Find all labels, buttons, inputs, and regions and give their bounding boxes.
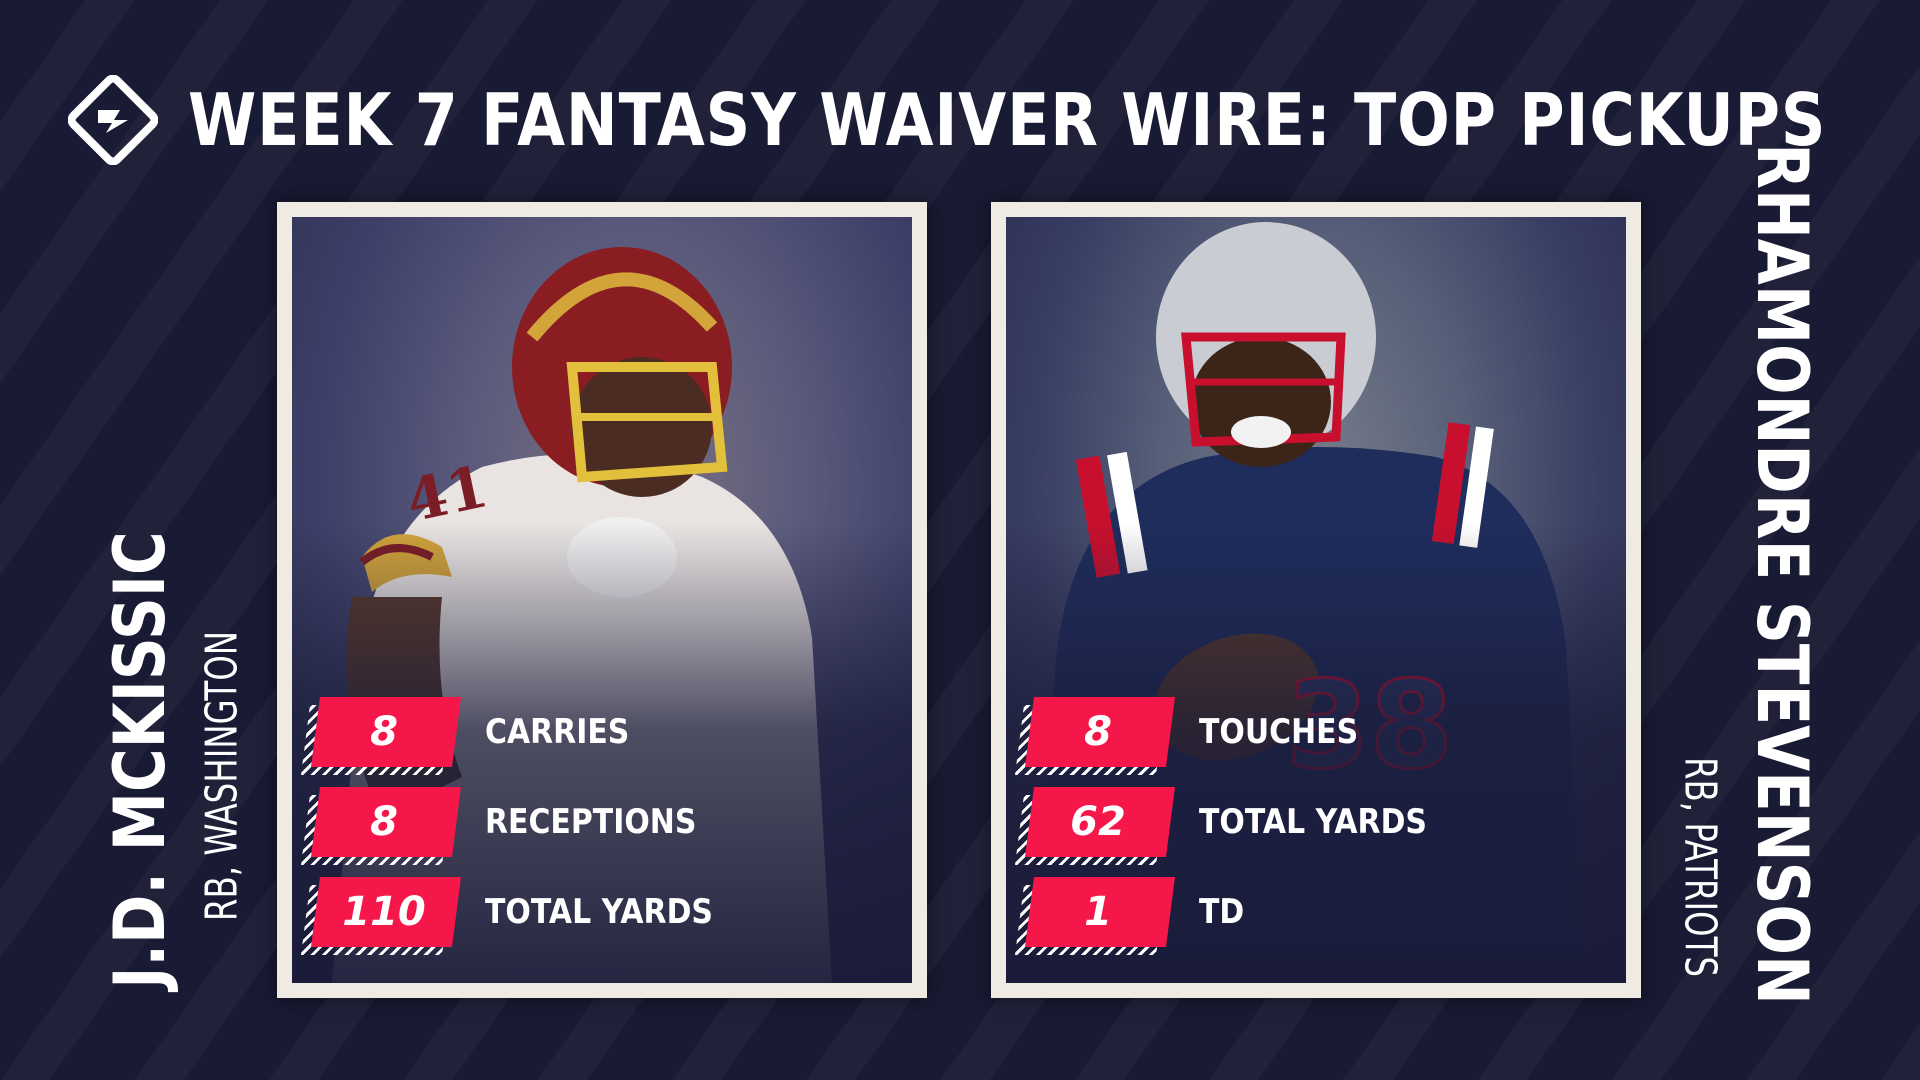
stat-label: TOTAL YARDS [1199,802,1427,842]
stat-row: 110 TOTAL YARDS [301,867,744,957]
player-position-right: RB, PATRIOTS [1674,756,1726,978]
header: WEEK 7 FANTASY WAIVER WIRE: TOP PICKUPS [67,70,1920,170]
stat-badge: 110 [301,877,461,955]
page-title: WEEK 7 FANTASY WAIVER WIRE: TOP PICKUPS [188,78,1827,162]
stat-value: 110 [342,889,426,935]
player-position-left: RB, WASHINGTON [196,630,248,922]
stat-row: 62 TOTAL YARDS [1015,777,1458,867]
player-card-mckissic: 41 8 CARRIES 8 RECEPTIONS 110 TOTAL YARD… [277,202,927,998]
stat-row: 8 RECEPTIONS [301,777,744,867]
svg-text:41: 41 [400,452,493,535]
player-name-left: J.D. MCKISSIC [99,531,181,989]
stat-badge: 1 [1015,877,1175,955]
stat-badge: 8 [1015,697,1175,775]
stat-badge: 62 [1015,787,1175,865]
player-photo-stevenson: 38 [1006,217,1626,983]
sporting-news-logo-icon [67,74,159,166]
stat-value: 8 [370,709,398,755]
stats-list: 8 CARRIES 8 RECEPTIONS 110 TOTAL YARDS [301,687,744,957]
stat-badge: 8 [301,697,461,775]
stat-row: 8 TOUCHES [1015,687,1458,777]
stat-label: TOUCHES [1199,712,1359,752]
stat-value: 1 [1084,889,1112,935]
stat-badge: 8 [301,787,461,865]
stat-value: 8 [370,799,398,845]
stat-label: TOTAL YARDS [485,892,713,932]
stat-label: CARRIES [485,712,630,752]
player-card-stevenson: 38 8 TOUCHES 62 TOTAL YARDS 1 TD [991,202,1641,998]
stat-row: 8 CARRIES [301,687,744,777]
player-name-right: RHAMONDRE STEVENSON [1741,143,1823,1005]
stat-label: TD [1199,892,1245,932]
stat-label: RECEPTIONS [485,802,697,842]
stat-row: 1 TD [1015,867,1458,957]
stat-value: 62 [1070,799,1126,845]
stat-value: 8 [1084,709,1112,755]
stats-list: 8 TOUCHES 62 TOTAL YARDS 1 TD [1015,687,1458,957]
